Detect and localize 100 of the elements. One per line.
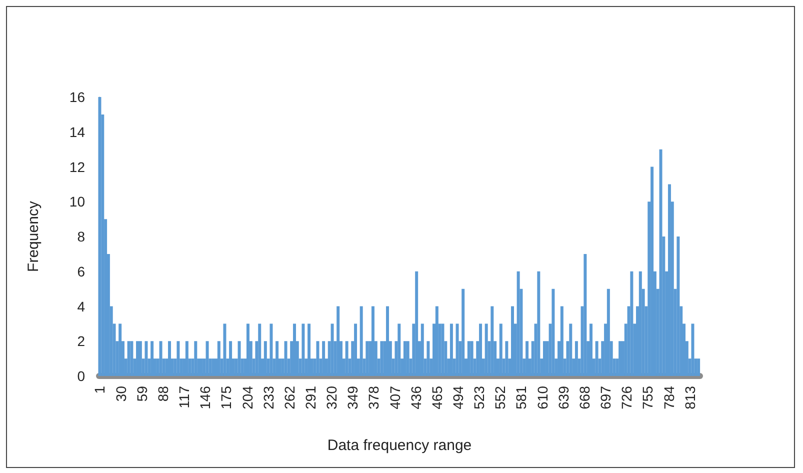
x-tick-label: 610 bbox=[534, 386, 550, 410]
bar bbox=[403, 341, 406, 376]
bar bbox=[217, 341, 220, 376]
x-tick-label: 117 bbox=[176, 386, 192, 408]
x-tick-label: 30 bbox=[112, 386, 129, 402]
x-tick-label: 59 bbox=[134, 386, 150, 402]
bar bbox=[354, 324, 358, 376]
bar bbox=[467, 341, 470, 376]
bar bbox=[258, 324, 262, 376]
x-tick-label: 581 bbox=[513, 386, 530, 410]
bar bbox=[371, 306, 374, 376]
x-tick-label: 726 bbox=[618, 386, 635, 410]
bar bbox=[168, 341, 171, 376]
x-tick-label: 407 bbox=[386, 386, 403, 410]
bar bbox=[595, 341, 598, 376]
bar bbox=[526, 341, 529, 376]
bar bbox=[420, 324, 424, 376]
x-tick-label: 639 bbox=[555, 386, 572, 410]
bar bbox=[638, 271, 642, 376]
x-tick-label: 291 bbox=[302, 386, 318, 410]
bar bbox=[511, 306, 514, 376]
x-tick-label: 146 bbox=[197, 386, 214, 410]
x-tick-label: 233 bbox=[260, 386, 276, 410]
bar bbox=[574, 341, 578, 376]
bar bbox=[542, 341, 546, 376]
bar bbox=[150, 341, 154, 376]
bar bbox=[630, 271, 634, 376]
y-tick-label: 0 bbox=[77, 368, 86, 384]
bar bbox=[650, 166, 654, 376]
y-tick-label: 6 bbox=[77, 263, 86, 280]
bar bbox=[176, 341, 180, 376]
bar bbox=[366, 341, 369, 376]
y-axis-title: Frequency bbox=[25, 200, 42, 272]
bar bbox=[450, 324, 453, 376]
x-tick-label: 784 bbox=[660, 386, 677, 410]
bar bbox=[552, 288, 555, 376]
bar bbox=[270, 324, 273, 376]
bar bbox=[264, 341, 267, 376]
x-tick-label: 523 bbox=[471, 386, 488, 410]
x-tick-label: 552 bbox=[492, 386, 508, 410]
bar bbox=[229, 341, 232, 376]
bar bbox=[345, 341, 348, 376]
x-tick-label: 88 bbox=[154, 386, 171, 402]
bar bbox=[206, 341, 209, 376]
x-tick-label: 262 bbox=[281, 386, 298, 410]
bar bbox=[398, 324, 401, 376]
bar bbox=[284, 341, 288, 376]
x-axis-title: Data frequency range bbox=[327, 437, 472, 454]
bar bbox=[136, 341, 140, 376]
x-tick-label: 175 bbox=[218, 386, 234, 410]
bar bbox=[292, 324, 296, 376]
bar bbox=[316, 341, 320, 376]
x-tick-label: 436 bbox=[408, 386, 424, 410]
bar bbox=[322, 341, 326, 376]
bar bbox=[246, 324, 250, 376]
bar bbox=[569, 324, 572, 376]
bar bbox=[380, 341, 384, 376]
bar bbox=[505, 341, 508, 376]
bar bbox=[406, 341, 410, 376]
x-tick-label: 1 bbox=[92, 386, 108, 394]
bar bbox=[360, 306, 363, 376]
bar bbox=[537, 271, 540, 376]
bar bbox=[462, 288, 465, 376]
bar bbox=[470, 341, 474, 376]
bar bbox=[426, 341, 430, 376]
bar bbox=[159, 341, 162, 376]
bar bbox=[194, 341, 198, 376]
bar bbox=[238, 341, 241, 376]
bar bbox=[697, 358, 700, 376]
y-tick-label: 16 bbox=[69, 89, 86, 105]
bar bbox=[138, 341, 142, 376]
x-tick-label: 349 bbox=[344, 386, 361, 410]
x-tick-label: 320 bbox=[324, 386, 340, 410]
x-tick-label: 378 bbox=[366, 386, 382, 410]
bar bbox=[386, 306, 390, 376]
bar bbox=[668, 184, 671, 376]
y-tick-label: 12 bbox=[69, 158, 86, 175]
bar bbox=[276, 341, 279, 376]
bar bbox=[130, 341, 134, 376]
bar bbox=[499, 324, 502, 376]
bar bbox=[490, 306, 494, 376]
bar bbox=[589, 324, 592, 376]
x-tick-label: 494 bbox=[450, 386, 466, 410]
x-tick-label: 813 bbox=[682, 386, 698, 410]
bar bbox=[302, 324, 305, 376]
bar bbox=[659, 149, 662, 376]
bar bbox=[584, 254, 587, 376]
bar bbox=[676, 236, 680, 376]
bar bbox=[415, 271, 418, 376]
bar bbox=[691, 324, 694, 376]
y-tick-label: 8 bbox=[77, 228, 86, 244]
bar bbox=[484, 324, 488, 376]
x-tick-label: 755 bbox=[640, 386, 656, 410]
y-tick-label: 10 bbox=[69, 194, 86, 210]
x-tick-label: 204 bbox=[239, 386, 256, 410]
bar bbox=[336, 306, 340, 376]
bar bbox=[560, 306, 564, 376]
bar bbox=[223, 324, 226, 376]
x-tick-label: 668 bbox=[576, 386, 592, 410]
x-tick-label: 465 bbox=[428, 386, 445, 410]
